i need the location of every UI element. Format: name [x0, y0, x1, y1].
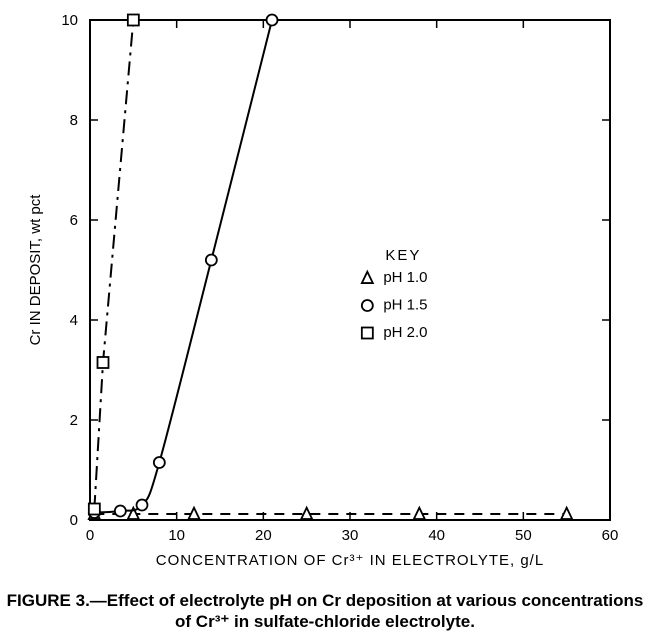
svg-text:10: 10: [168, 527, 185, 544]
svg-text:0: 0: [86, 527, 94, 544]
svg-text:4: 4: [70, 312, 78, 329]
svg-text:30: 30: [342, 527, 359, 544]
svg-text:20: 20: [255, 527, 272, 544]
svg-text:10: 10: [61, 12, 78, 29]
svg-text:pH 1.0: pH 1.0: [383, 269, 427, 286]
svg-text:CONCENTRATION OF Cr³⁺ IN E: CONCENTRATION OF Cr³⁺ IN ELECTROLYTE, g/…: [156, 552, 544, 569]
figure-container: 0102030405060CONCENTRATION OF Cr³⁺ IN EL…: [0, 0, 650, 636]
svg-text:0: 0: [70, 512, 78, 529]
svg-text:60: 60: [602, 527, 619, 544]
svg-text:2: 2: [70, 412, 78, 429]
svg-text:8: 8: [70, 112, 78, 129]
svg-text:pH 2.0: pH 2.0: [383, 324, 427, 341]
chart: 0102030405060CONCENTRATION OF Cr³⁺ IN EL…: [0, 0, 650, 636]
svg-text:6: 6: [70, 212, 78, 229]
svg-text:pH 1.5: pH 1.5: [383, 297, 427, 314]
figure-caption: FIGURE 3.—Effect of electrolyte pH on Cr…: [0, 590, 650, 633]
svg-text:40: 40: [428, 527, 445, 544]
svg-text:Cr IN DEPOSIT, wt pct: Cr IN DEPOSIT, wt pct: [27, 194, 44, 346]
svg-text:KEY: KEY: [385, 247, 421, 264]
svg-text:50: 50: [515, 527, 532, 544]
